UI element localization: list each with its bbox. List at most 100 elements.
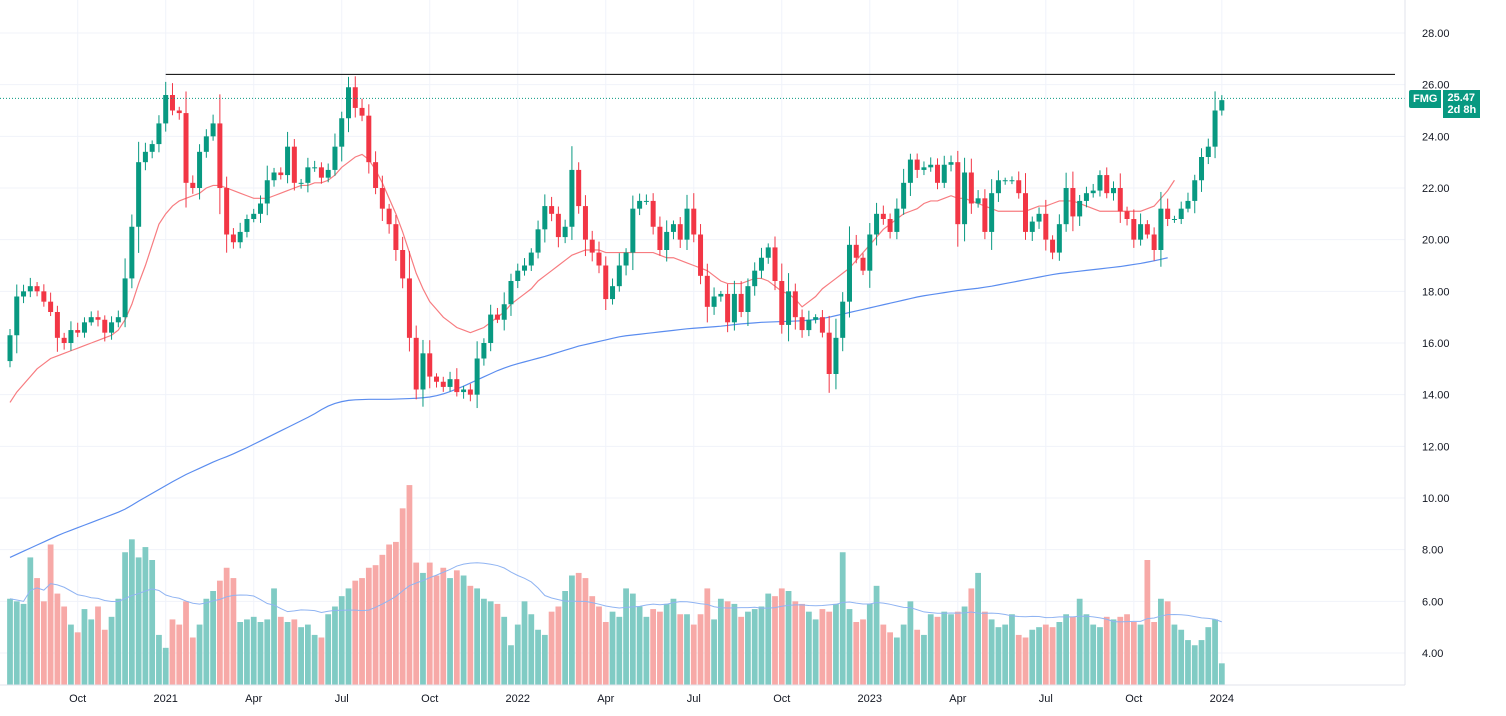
time-axis[interactable]: Oct 2021 Apr Jul Oct 2022 Apr Jul Oct 2023 Apr Jul O… [0,684,1405,705]
volume-bar [954,611,961,685]
candle-body [1144,224,1150,235]
volume-bar [670,598,677,685]
price-tick-label: 26.00 [1422,80,1450,92]
volume-bars [7,485,1225,685]
candle-body [901,182,907,209]
volume-bar [237,622,244,685]
volume-bar [95,606,101,685]
volume-ma-path [9,562,1223,623]
candle-body [183,113,189,183]
price-tick-label: 16.00 [1422,338,1450,350]
candle-body [772,247,778,281]
candle-body [1063,188,1069,225]
candle-body [846,244,852,302]
volume-bar [291,619,298,685]
candle-body [190,182,196,188]
candle-body [1192,180,1198,201]
volume-bar [866,603,873,685]
candle-body [819,317,825,333]
volume-bar [169,619,176,685]
volume-bar [623,588,629,685]
candle-body [745,286,751,312]
price-tick-label: 24.00 [1422,131,1450,143]
candle-body [393,224,399,250]
candle-body [833,337,839,374]
volume-bar [1158,598,1164,685]
candle-body [860,257,866,271]
volume-bar [1070,616,1076,685]
volume-bar [1042,624,1049,685]
price-tick-label: 12.00 [1422,441,1450,453]
candle-body [203,136,209,152]
volume-bar [1144,560,1151,685]
candle-body [1097,175,1103,191]
candle-body [731,293,737,323]
candle-body [278,172,284,176]
candle-body [1199,157,1205,181]
candle-body [616,265,622,287]
candle-body [941,164,947,183]
volume-bar [1110,619,1117,685]
time-tick-label: 2024 [1210,693,1234,705]
candle-body [792,291,798,318]
candle-body [163,95,169,124]
volume-bar [128,539,135,685]
candle-body [1043,213,1049,240]
candle-body [928,164,934,168]
volume-bar [230,578,237,685]
volume-bar [183,601,189,685]
volume-bar [839,552,846,685]
candle-body [467,389,473,395]
volume-bar [1029,629,1036,685]
volume-bar [968,588,975,685]
volume-bar [474,588,481,685]
volume-bar [1076,598,1083,685]
candle-body [698,234,704,276]
candle-body [1036,213,1042,222]
volume-bar [1130,622,1137,685]
volume-bar [514,624,521,685]
volume-bar [805,611,812,685]
price-axis[interactable]: 28.00 26.00 24.00 22.00 20.00 18.00 16.00 14.00… [1404,0,1450,685]
candle-body [711,296,717,307]
volume-bar [1171,624,1178,685]
volume-bar [657,611,663,685]
candle-body [921,167,927,170]
candle-body [1111,188,1117,194]
candle-body [230,234,236,243]
candle-body [1117,188,1123,212]
volume-bar [785,591,792,685]
volume-bar [521,601,528,685]
candle-body [1185,200,1191,209]
price-tick-label: 8.00 [1422,545,1443,557]
volume-bar [345,588,352,685]
candle-body [576,169,582,207]
volume-bar [34,578,40,685]
candle-body [264,180,270,204]
candle-body [914,159,920,170]
candle-body [691,208,697,235]
time-tick-label: Apr [597,693,614,705]
volume-bar [372,565,379,685]
candle-body [102,319,108,333]
volume-bar [440,567,447,685]
candle-body [21,291,27,297]
candle-body [1171,219,1177,220]
candle-body [1212,110,1218,147]
candle-body [643,200,649,202]
volume-bar [792,601,799,685]
candle-body [657,226,663,250]
volume-bar [860,619,866,685]
volume-bar [1198,640,1205,685]
volume-bar [961,606,968,685]
candle-body [1029,221,1035,232]
time-tick-label: Jul [687,693,701,705]
volume-bar [1185,640,1191,685]
candle-body [752,270,758,287]
price-tick-label: 4.00 [1422,648,1443,660]
volume-bar [907,601,914,685]
candle-body [420,353,426,390]
volume-bar [406,485,413,685]
candle-body [610,286,616,300]
